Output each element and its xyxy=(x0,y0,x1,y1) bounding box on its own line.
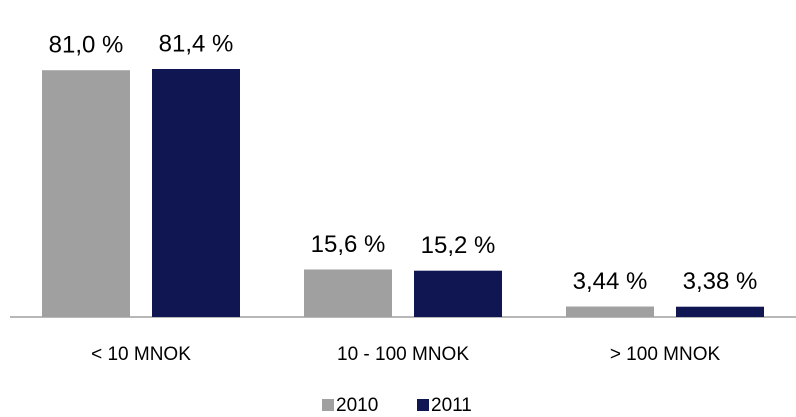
value-label: 81,4 % xyxy=(159,30,234,57)
value-label: 3,44 % xyxy=(573,268,648,295)
value-label: 3,38 % xyxy=(683,268,758,295)
bar xyxy=(304,269,392,317)
legend-swatch xyxy=(417,399,429,411)
value-label: 15,6 % xyxy=(311,231,386,258)
bar xyxy=(152,69,240,317)
x-tick-label: 10 - 100 MNOK xyxy=(337,344,469,365)
x-tick-label: > 100 MNOK xyxy=(610,344,721,365)
value-label: 81,0 % xyxy=(49,32,124,59)
legend-swatch xyxy=(322,399,334,411)
legend-label: 2011 xyxy=(431,395,472,416)
legend-label: 2010 xyxy=(336,395,378,416)
bar xyxy=(414,270,502,317)
bar xyxy=(676,306,764,317)
bar xyxy=(566,306,654,317)
bar xyxy=(42,70,130,317)
x-tick-label: < 10 MNOK xyxy=(91,344,191,365)
value-label: 15,2 % xyxy=(421,232,496,259)
